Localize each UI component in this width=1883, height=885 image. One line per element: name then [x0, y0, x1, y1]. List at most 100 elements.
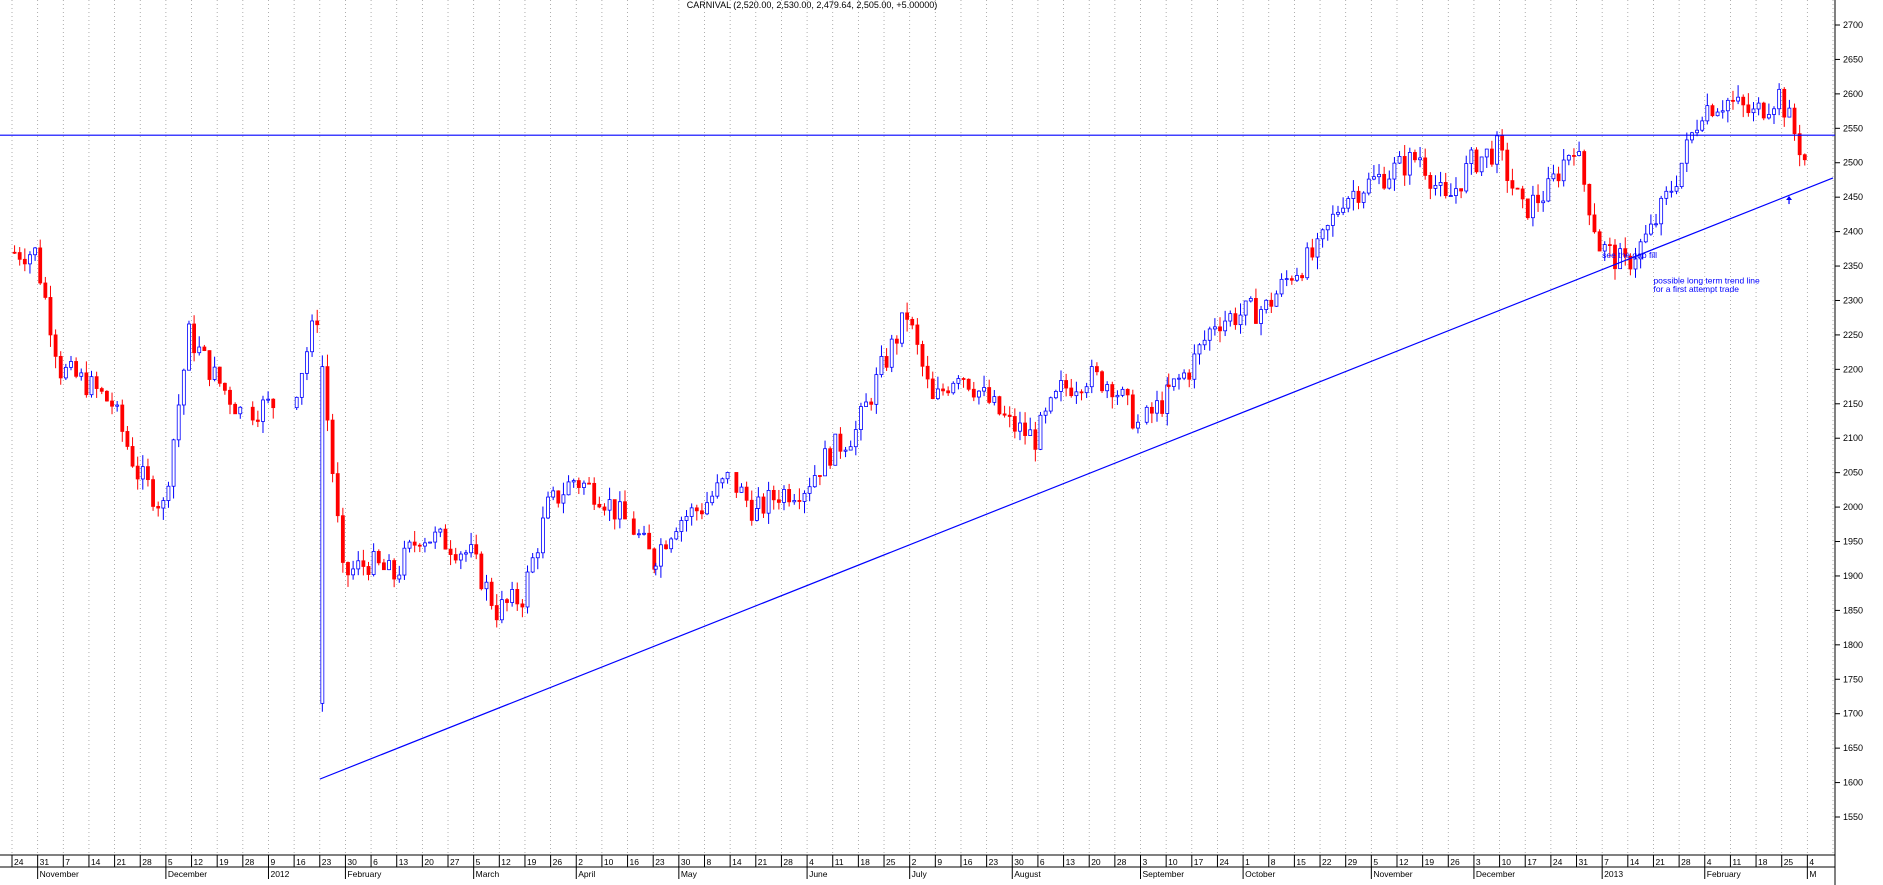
candle-body [935, 388, 940, 400]
candle-body [997, 396, 1002, 415]
candle-body [602, 506, 607, 511]
x-tick-label: 4 [1707, 857, 1712, 867]
candle-body [571, 480, 576, 483]
candle-body [238, 406, 243, 415]
x-tick-label: 16 [963, 857, 973, 867]
candle-body [1202, 339, 1207, 346]
candle-body [582, 482, 586, 488]
candle-body [1228, 313, 1233, 322]
y-tick-label: 1750 [1843, 674, 1863, 684]
annotation-text: for a first attempt trade [1653, 284, 1739, 294]
candle-body [1165, 384, 1170, 414]
candle-body [807, 486, 812, 494]
candle-body [22, 258, 27, 265]
candle-body [894, 338, 899, 344]
candle-body [320, 366, 325, 704]
month-label: September [1143, 869, 1185, 879]
candle-body [889, 338, 894, 368]
candle-body [1566, 155, 1571, 161]
candle-body [115, 404, 120, 407]
month-label: M [1809, 869, 1816, 879]
month-label: March [476, 869, 500, 879]
candle-body [166, 485, 171, 501]
candle-body [417, 544, 422, 547]
candle-body [325, 366, 330, 421]
candle-body [171, 439, 176, 487]
candle-body [1541, 200, 1546, 204]
candle-body [1505, 149, 1510, 181]
candle-body [1351, 190, 1356, 199]
candle-body [623, 501, 627, 520]
candle-body [1397, 156, 1402, 164]
candle-body [1695, 129, 1699, 134]
candle-body [271, 398, 276, 409]
candle-body [956, 378, 961, 384]
candle-body [479, 553, 484, 590]
candle-body [1048, 397, 1053, 412]
candle-body [828, 448, 833, 466]
candle-body [761, 496, 766, 514]
y-tick-label: 2350 [1843, 261, 1863, 271]
candle-body [1300, 275, 1304, 279]
candle-body [1295, 275, 1299, 281]
candle-body [1392, 162, 1397, 180]
candle-body [387, 560, 391, 571]
candle-body [720, 478, 725, 484]
candle-body [1002, 413, 1007, 416]
candle-body [864, 401, 868, 407]
candle-body [192, 323, 197, 354]
candle-body [146, 466, 150, 481]
candle-body [1279, 278, 1284, 295]
candle-body [1772, 108, 1776, 115]
candle-body [464, 552, 468, 555]
candle-body [1592, 214, 1597, 233]
candle-body [1407, 152, 1412, 176]
candle-body [1149, 406, 1154, 414]
candle-body [1495, 135, 1499, 165]
x-tick-label: 25 [1784, 857, 1794, 867]
y-tick-label: 2300 [1843, 295, 1863, 305]
candle-body [1572, 155, 1576, 157]
candle-body [1243, 300, 1248, 316]
candle-body [397, 574, 402, 580]
candle-body [1423, 157, 1428, 176]
x-tick-label: 2 [912, 857, 917, 867]
candle-body [1336, 211, 1340, 215]
x-tick-label: 12 [501, 857, 511, 867]
candle-body [592, 482, 597, 505]
candle-body [869, 401, 874, 405]
candle-body [966, 378, 971, 390]
candle-body [915, 324, 920, 345]
candle-body [474, 544, 479, 555]
candle-body [197, 346, 202, 354]
candle-body [1212, 326, 1217, 330]
x-tick-label: 29 [1348, 857, 1358, 867]
candle-body [1305, 247, 1310, 279]
candle-body [1705, 105, 1710, 122]
x-tick-label: 10 [1502, 857, 1512, 867]
candle-body [1474, 149, 1479, 173]
x-tick-label: 25 [886, 857, 896, 867]
candle-body [1751, 108, 1756, 114]
candle-body [1233, 313, 1238, 326]
candle-body [1515, 187, 1520, 190]
candle-body [1664, 190, 1669, 199]
candle-body [1115, 394, 1120, 398]
x-tick-label: 21 [758, 857, 768, 867]
y-tick-label: 2000 [1843, 502, 1863, 512]
x-tick-label: 31 [40, 857, 50, 867]
candle-body [541, 517, 545, 554]
candle-body [1546, 178, 1551, 202]
candle-body [1310, 247, 1315, 258]
x-tick-label: 20 [424, 857, 434, 867]
candle-body [310, 320, 314, 353]
candle-body [48, 297, 53, 336]
candle-body [1531, 194, 1535, 219]
candle-body [792, 500, 797, 503]
candle-body [797, 500, 802, 502]
candle-body [1649, 223, 1653, 235]
candle-body [43, 282, 48, 298]
candle-body [700, 510, 704, 515]
x-tick-label: 19 [527, 857, 537, 867]
candle-body [1377, 173, 1381, 178]
